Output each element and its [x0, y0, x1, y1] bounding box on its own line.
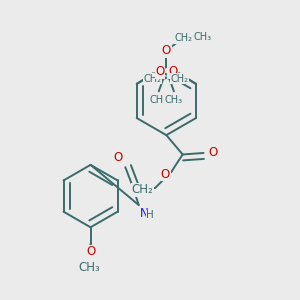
Text: CH₃: CH₃: [165, 95, 183, 105]
Text: CH₂: CH₂: [171, 74, 189, 84]
Text: CH₃: CH₃: [150, 95, 168, 105]
Text: CH₃: CH₃: [78, 262, 100, 275]
Text: CH₂: CH₂: [174, 33, 192, 43]
Text: O: O: [155, 65, 165, 79]
Text: CH₃: CH₃: [194, 32, 212, 42]
Text: O: O: [162, 44, 171, 57]
Text: O: O: [86, 245, 95, 258]
Text: O: O: [168, 65, 177, 79]
Text: O: O: [113, 151, 122, 164]
Text: O: O: [208, 146, 217, 159]
Text: CH₂: CH₂: [144, 74, 162, 84]
Text: H: H: [146, 210, 154, 220]
Text: N: N: [140, 207, 149, 220]
Text: O: O: [161, 168, 170, 181]
Text: CH₂: CH₂: [132, 183, 154, 196]
